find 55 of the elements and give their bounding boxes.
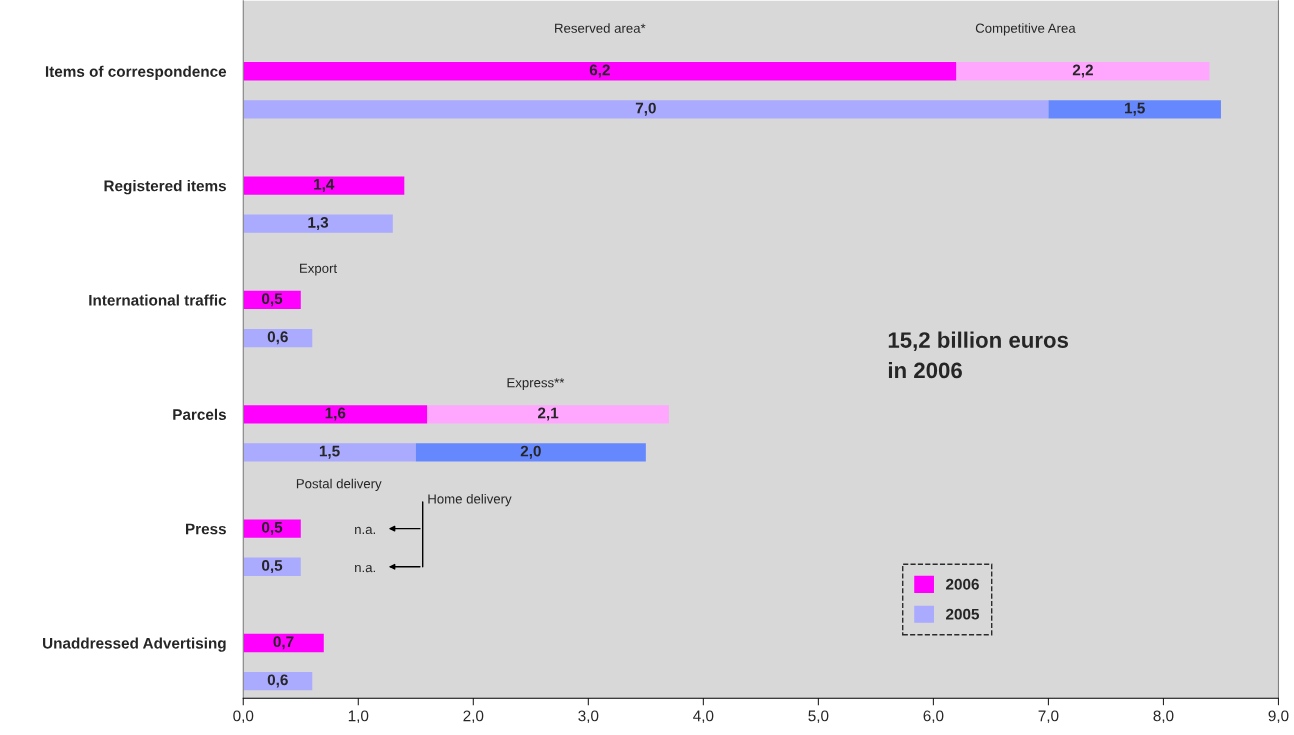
annotation: 15,2 billion euros in 2006 [888, 331, 1069, 379]
data-label: 2,0 [520, 445, 541, 459]
y-tick-label: Registered items [104, 180, 226, 195]
bar [243, 214, 393, 233]
annotation: n.a. [355, 526, 375, 535]
data-label: 0,7 [273, 636, 294, 650]
x-tick-label: 5,0 [808, 710, 829, 724]
data-label: 0,5 [262, 521, 283, 535]
y-tick-label: Items of correspondence [45, 65, 227, 80]
annotation: Competitive Area [975, 23, 1076, 36]
x-tick-label: 1,0 [348, 710, 369, 724]
bar [243, 405, 428, 424]
legend-label: 2006 [946, 578, 979, 590]
annotation: n.a. [355, 564, 375, 573]
bar [415, 443, 646, 462]
x-tick-label: 4,0 [693, 710, 714, 724]
y-tick-label: International traffic [89, 294, 227, 306]
y-tick-label: Press [186, 523, 226, 535]
y-tick-label: Parcels [173, 408, 226, 420]
legend-label: 2005 [946, 608, 980, 620]
annotation: Express** [507, 378, 565, 390]
x-tick-label: 9,0 [1268, 710, 1289, 724]
x-tick-label: 2,0 [463, 710, 484, 724]
data-label: 0,6 [267, 331, 288, 345]
data-label: 0,5 [262, 293, 283, 307]
x-tick-label: 6,0 [923, 710, 944, 724]
bar [243, 62, 957, 81]
data-label: 1,3 [308, 216, 329, 231]
annotation: Postal delivery [296, 478, 382, 491]
data-label: 2,1 [537, 407, 559, 421]
data-label: 1,6 [325, 407, 346, 421]
data-label: 0,6 [267, 674, 288, 688]
bar [427, 405, 669, 424]
data-label: 1,5 [319, 445, 340, 459]
annotation: Reserved area* [555, 23, 646, 33]
bar [243, 100, 1049, 119]
bar [1048, 100, 1221, 119]
data-label: 2,2 [1072, 64, 1093, 78]
data-label: 7,0 [635, 102, 656, 116]
x-tick-label: 7,0 [1038, 710, 1059, 724]
annotation: Export [300, 263, 338, 276]
bar [243, 633, 324, 653]
x-tick-label: 0,0 [233, 710, 254, 724]
annotation: Home delivery [428, 493, 512, 507]
data-label: 1,5 [1125, 102, 1145, 116]
x-tick-label: 3,0 [578, 710, 599, 724]
y-tick-label: Unaddressed Advertising [43, 637, 226, 652]
x-tick-label: 8,0 [1153, 710, 1174, 724]
bar [956, 62, 1210, 81]
bar [243, 519, 301, 538]
data-label: 1,4 [314, 179, 335, 192]
data-label: 0,5 [262, 560, 283, 574]
bar [243, 176, 405, 195]
bar [243, 443, 416, 462]
data-label: 6,2 [589, 64, 610, 78]
